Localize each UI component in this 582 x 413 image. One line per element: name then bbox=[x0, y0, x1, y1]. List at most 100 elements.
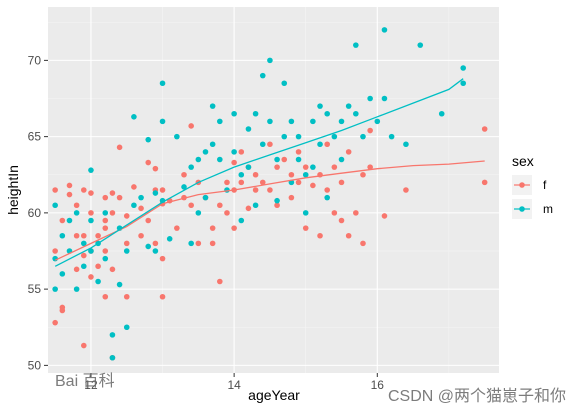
point-m bbox=[238, 171, 245, 178]
point-f bbox=[403, 187, 409, 193]
point-f bbox=[224, 210, 230, 216]
fit-lines bbox=[54, 78, 485, 267]
point-f bbox=[195, 240, 202, 247]
watermark-csdn: CSDN @两个猫崽子和你 bbox=[388, 387, 566, 405]
point-f bbox=[245, 205, 252, 212]
point-f bbox=[367, 164, 373, 170]
point-f bbox=[274, 202, 280, 209]
point-f bbox=[145, 217, 152, 224]
panel-background bbox=[48, 7, 499, 373]
point-m bbox=[288, 118, 295, 125]
point-f bbox=[353, 210, 359, 216]
point-f bbox=[238, 149, 245, 155]
point-m bbox=[231, 110, 237, 117]
point-m bbox=[460, 65, 467, 71]
point-f bbox=[331, 164, 338, 170]
point-f bbox=[95, 263, 101, 270]
x-tick-label: 12 bbox=[84, 378, 98, 392]
point-m bbox=[245, 164, 252, 170]
point-m bbox=[381, 95, 388, 102]
point-f bbox=[367, 127, 373, 134]
point-f bbox=[481, 126, 488, 132]
legend-key-point-f bbox=[519, 182, 525, 188]
fit-line-f bbox=[54, 160, 485, 261]
point-f bbox=[88, 210, 94, 216]
point-f bbox=[88, 274, 94, 280]
point-m bbox=[267, 57, 273, 64]
point-m bbox=[281, 133, 288, 140]
point-f bbox=[188, 202, 194, 209]
point-m bbox=[403, 141, 409, 148]
point-f bbox=[73, 266, 80, 273]
y-axis-title: heightIn bbox=[5, 165, 21, 215]
point-m bbox=[259, 141, 266, 148]
point-f bbox=[73, 232, 80, 239]
point-m bbox=[73, 210, 80, 216]
point-m bbox=[417, 42, 424, 48]
point-f bbox=[481, 179, 488, 186]
point-m bbox=[66, 217, 73, 224]
point-f bbox=[231, 159, 237, 166]
point-f bbox=[338, 217, 345, 224]
point-m bbox=[252, 110, 259, 117]
point-f bbox=[331, 210, 338, 216]
point-m bbox=[231, 149, 237, 155]
point-m bbox=[238, 217, 245, 224]
point-m bbox=[52, 286, 58, 292]
point-f bbox=[159, 187, 166, 193]
point-f bbox=[209, 240, 216, 247]
x-tick-label: 14 bbox=[227, 378, 241, 392]
point-f bbox=[116, 194, 123, 201]
point-m bbox=[310, 118, 316, 125]
x-ticks: 12 14 16 bbox=[84, 373, 384, 392]
point-f bbox=[73, 202, 80, 209]
point-m bbox=[109, 354, 116, 361]
point-m bbox=[217, 118, 223, 125]
point-f bbox=[288, 171, 295, 178]
point-m bbox=[353, 110, 359, 117]
point-m bbox=[109, 332, 116, 338]
point-m bbox=[195, 210, 202, 216]
point-f bbox=[338, 179, 345, 186]
point-f bbox=[80, 187, 87, 193]
point-m bbox=[274, 197, 280, 204]
point-m bbox=[159, 118, 166, 125]
point-f bbox=[274, 164, 280, 170]
point-f bbox=[59, 304, 66, 311]
point-m bbox=[52, 202, 58, 209]
point-m bbox=[188, 164, 194, 170]
point-f bbox=[80, 232, 87, 239]
point-m bbox=[295, 156, 302, 163]
point-f bbox=[381, 213, 388, 219]
point-m bbox=[123, 248, 130, 254]
point-m bbox=[166, 236, 173, 242]
point-m bbox=[381, 27, 388, 33]
point-f bbox=[295, 149, 302, 155]
y-tick-label: 65 bbox=[28, 130, 42, 144]
point-m bbox=[95, 278, 101, 285]
point-m bbox=[188, 240, 194, 247]
point-f bbox=[102, 194, 109, 201]
point-m bbox=[131, 202, 137, 209]
point-m bbox=[267, 118, 273, 125]
point-f bbox=[281, 156, 288, 163]
point-m bbox=[145, 136, 152, 143]
point-f bbox=[109, 210, 116, 216]
point-f bbox=[174, 225, 180, 231]
point-m bbox=[317, 141, 323, 148]
point-m bbox=[202, 149, 209, 155]
point-m bbox=[195, 156, 202, 163]
point-f bbox=[252, 171, 259, 178]
point-f bbox=[267, 187, 273, 193]
point-m bbox=[338, 156, 345, 163]
point-m bbox=[116, 281, 123, 288]
point-f bbox=[345, 149, 352, 155]
point-f bbox=[238, 179, 245, 186]
point-m bbox=[367, 95, 373, 102]
point-m bbox=[88, 248, 94, 254]
point-m bbox=[59, 271, 66, 277]
y-tick-label: 55 bbox=[28, 282, 42, 296]
point-m bbox=[245, 126, 252, 132]
point-f bbox=[267, 141, 273, 148]
point-f bbox=[345, 232, 352, 239]
